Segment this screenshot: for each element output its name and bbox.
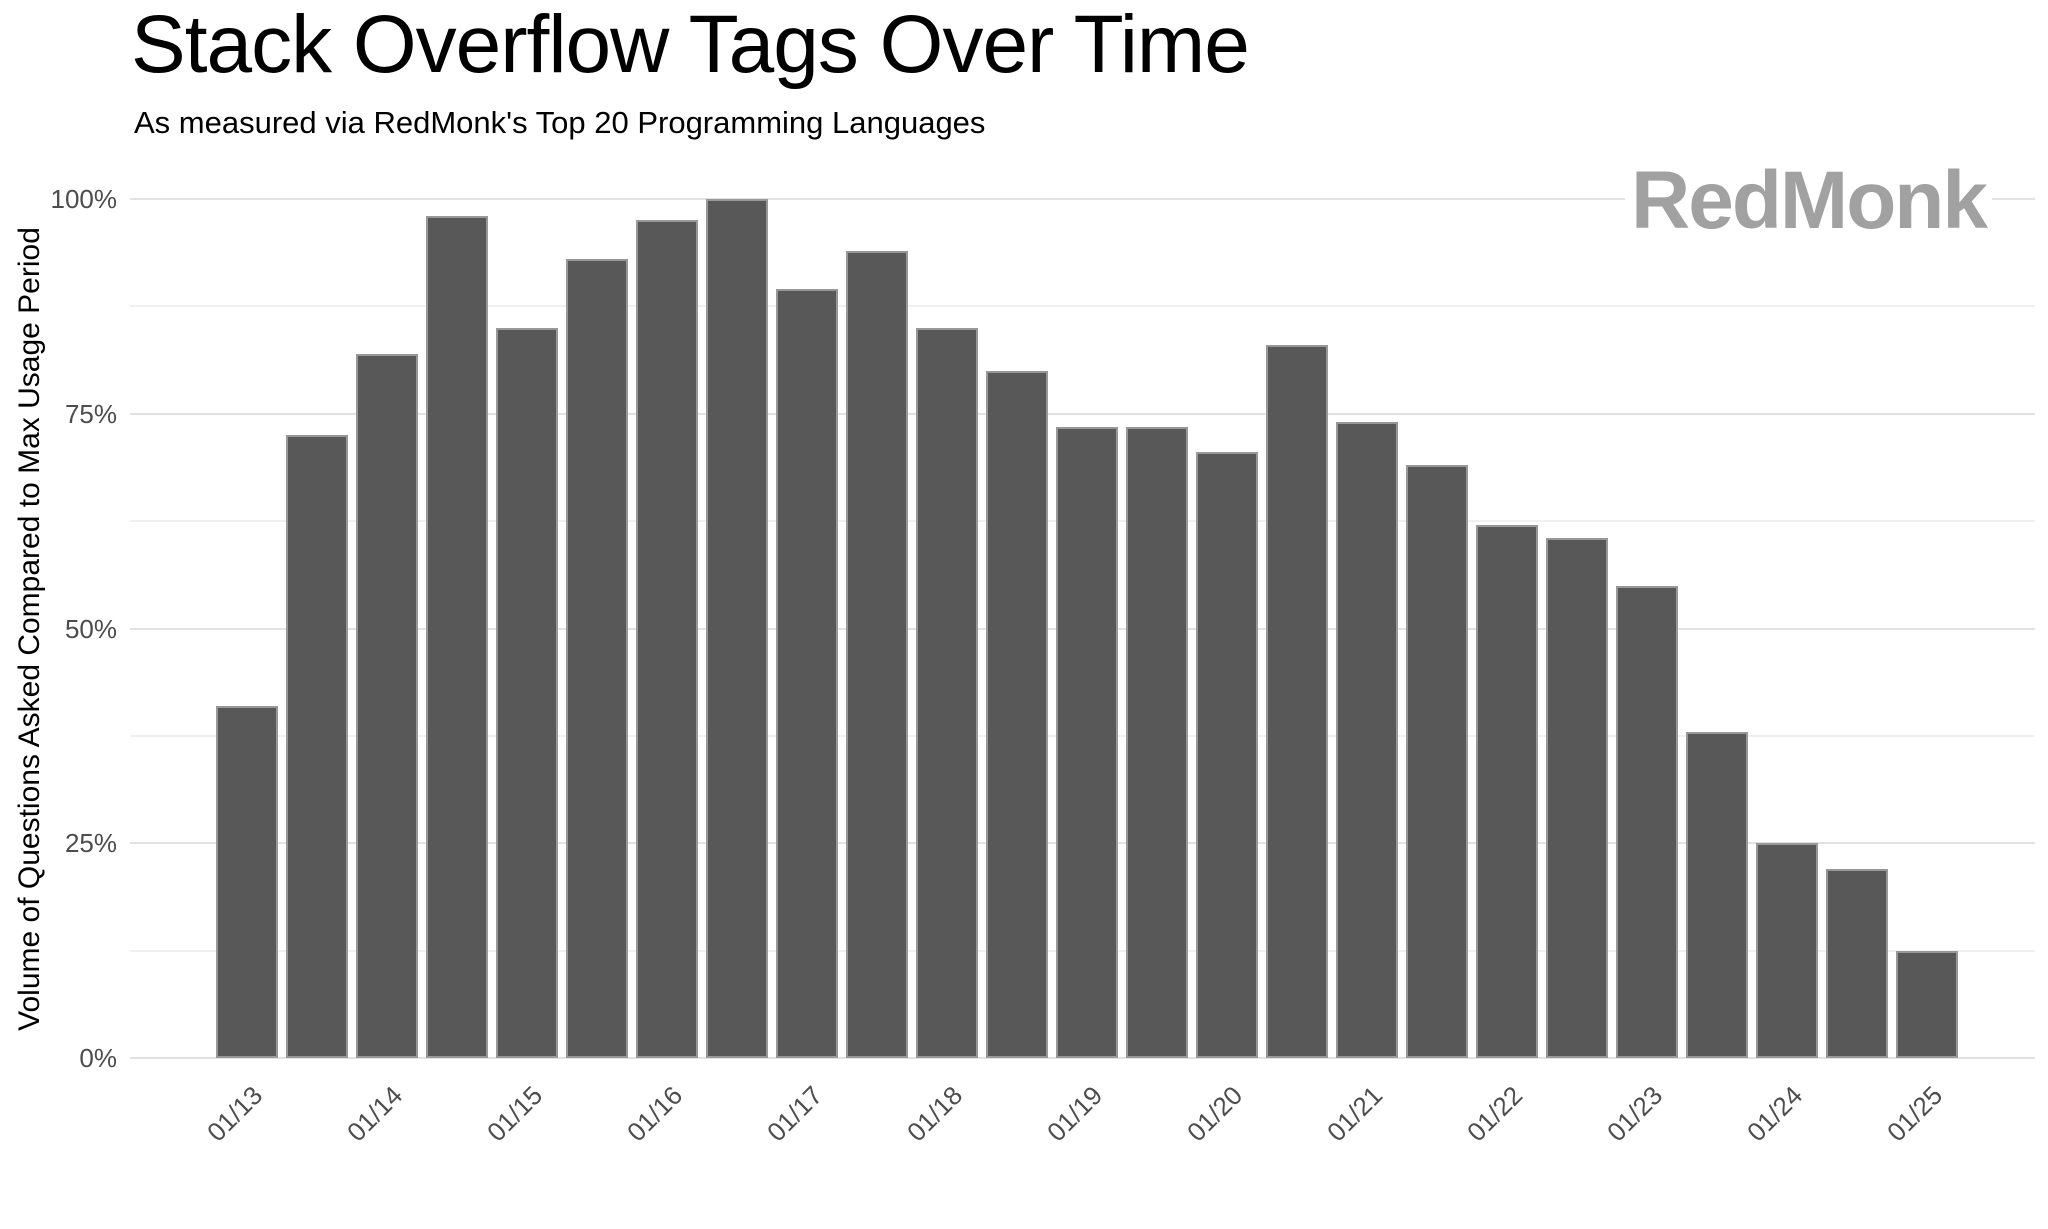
- bar: [1266, 345, 1328, 1058]
- bars-layer: [130, 199, 2035, 1058]
- y-tick-label: 100%: [50, 184, 118, 214]
- x-tick-label: 01/14: [340, 1080, 409, 1148]
- gridline-major: [130, 198, 2035, 200]
- bar: [1756, 843, 1818, 1058]
- gridline-major: [130, 412, 2035, 415]
- bar: [1336, 422, 1398, 1058]
- bar: [1616, 585, 1678, 1058]
- bar: [846, 250, 908, 1058]
- bar: [286, 435, 348, 1058]
- bar: [1896, 950, 1958, 1058]
- bar: [566, 259, 628, 1058]
- bar: [776, 289, 838, 1058]
- bar: [916, 327, 978, 1058]
- chart-title: Stack Overflow Tags Over Time: [131, 0, 1250, 90]
- y-tick-label: 25%: [64, 828, 117, 859]
- bar: [636, 220, 698, 1058]
- bar: [216, 705, 278, 1058]
- x-tick-label: 01/25: [1880, 1080, 1949, 1148]
- x-tick-label: 01/17: [760, 1080, 829, 1148]
- x-tick-label: 01/15: [480, 1080, 549, 1148]
- x-tick-label: 01/21: [1320, 1080, 1389, 1148]
- x-tick-label: 01/24: [1740, 1080, 1809, 1148]
- y-tick-label: 75%: [64, 398, 117, 429]
- x-tick-label: 01/22: [1460, 1080, 1529, 1148]
- x-tick-label: 01/18: [900, 1080, 969, 1148]
- bar: [1406, 465, 1468, 1058]
- bar: [1546, 538, 1608, 1058]
- bar: [426, 216, 488, 1058]
- gridline-major: [130, 1057, 2035, 1059]
- bar: [986, 370, 1048, 1058]
- x-tick-label: 01/20: [1180, 1080, 1249, 1148]
- bar: [356, 353, 418, 1058]
- bar: [706, 199, 768, 1058]
- y-tick-label: 0%: [79, 1043, 117, 1073]
- redmonk-logo: RedMonk: [1625, 160, 1992, 242]
- bar: [1126, 426, 1188, 1058]
- x-tick-label: 01/23: [1600, 1080, 1669, 1148]
- x-tick-label: 01/16: [620, 1080, 689, 1148]
- plot-area: [130, 198, 2035, 1059]
- y-tick-label: 50%: [64, 613, 117, 644]
- bar: [1686, 731, 1748, 1058]
- bar: [1826, 869, 1888, 1058]
- x-tick-label: 01/19: [1040, 1080, 1109, 1148]
- chart-subtitle: As measured via RedMonk's Top 20 Program…: [134, 105, 986, 140]
- bar: [1476, 525, 1538, 1058]
- gridline-minor: [130, 305, 2035, 308]
- bar: [1056, 426, 1118, 1058]
- bar: [1196, 452, 1258, 1058]
- bar: [496, 327, 558, 1058]
- x-tick-label: 01/13: [200, 1080, 269, 1148]
